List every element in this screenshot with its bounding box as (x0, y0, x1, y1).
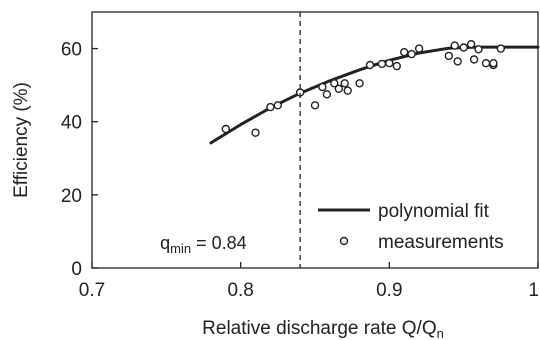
y-tick-label: 40 (61, 113, 82, 134)
legend-label-measurements: measurements (378, 232, 504, 253)
qmin-label-main: q (160, 233, 170, 253)
data-point (221, 124, 231, 134)
qmin-label-value: = 0.84 (191, 233, 247, 253)
y-tick-label: 0 (71, 259, 82, 280)
data-point (474, 45, 483, 54)
data-point (322, 90, 332, 99)
data-point (459, 43, 468, 52)
legend: polynomial fit measurements (318, 201, 504, 253)
data-point (377, 59, 387, 69)
data-point (343, 86, 352, 95)
data-point (444, 51, 453, 61)
qmin-annotation: qmin = 0.84 (160, 12, 301, 268)
x-tick-label: 1 (528, 280, 539, 301)
data-point (489, 59, 498, 68)
legend-label-fit: polynomial fit (378, 201, 490, 222)
data-point (266, 102, 275, 112)
measurement-series (221, 40, 505, 137)
data-point (450, 41, 459, 50)
y-axis-label: Efficiency (%) (11, 82, 32, 198)
data-point (496, 44, 505, 53)
x-tick-label: 0.9 (376, 280, 402, 301)
data-point (251, 128, 260, 137)
data-point (469, 55, 479, 64)
data-point (334, 84, 343, 94)
axes: 0 20 40 60 0.7 0.8 0.9 1 (61, 11, 539, 301)
y-tick-label: 20 (61, 186, 82, 207)
data-point (273, 101, 282, 110)
data-point (453, 57, 462, 66)
plot-frame (91, 11, 539, 269)
x-axis-label-subscript: n (437, 326, 444, 340)
y-tick-label: 60 (61, 40, 82, 61)
x-axis-label-main: Relative discharge rate Q/Q (202, 318, 436, 339)
data-point (355, 79, 364, 88)
data-point (318, 82, 327, 92)
data-point (392, 61, 401, 71)
qmin-label-subscript: min (170, 241, 191, 256)
data-point (400, 48, 409, 57)
data-point (310, 101, 320, 110)
qmin-label: qmin = 0.84 (160, 233, 247, 256)
x-tick-label: 0.8 (227, 280, 253, 301)
data-point (481, 59, 491, 68)
data-point (340, 79, 349, 88)
x-tick-label: 0.7 (79, 280, 105, 301)
data-point (407, 49, 416, 59)
data-point (414, 44, 424, 53)
x-axis-label: Relative discharge rate Q/Qn (202, 318, 444, 340)
data-point (330, 79, 339, 88)
data-point (365, 60, 375, 70)
legend-swatch-measurements (339, 236, 349, 246)
data-point (385, 59, 394, 68)
data-point (466, 40, 476, 49)
